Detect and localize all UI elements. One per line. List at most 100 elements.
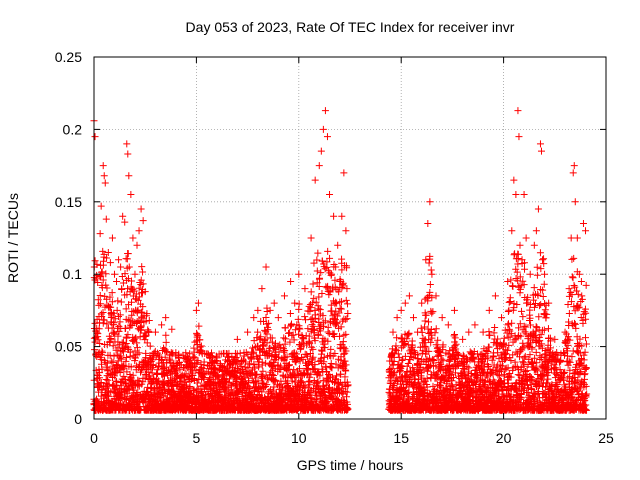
- noise-point: [168, 350, 176, 358]
- data-point: [117, 263, 125, 271]
- noise-point: [137, 276, 145, 284]
- data-point: [504, 277, 512, 285]
- noise-point: [196, 343, 204, 351]
- data-point: [115, 256, 123, 264]
- data-point: [129, 234, 137, 242]
- noise-point: [290, 366, 298, 374]
- noise-point: [118, 285, 126, 293]
- noise-point: [103, 254, 111, 262]
- data-point: [532, 227, 540, 235]
- noise-point: [193, 337, 201, 345]
- noise-point: [282, 335, 290, 343]
- noise-point: [96, 374, 104, 382]
- data-point: [307, 234, 315, 242]
- noise-point: [115, 327, 123, 335]
- noise-point: [99, 309, 107, 317]
- noise-point: [98, 365, 106, 373]
- data-point: [510, 176, 518, 184]
- noise-point: [392, 342, 400, 350]
- data-point: [570, 162, 578, 170]
- data-point: [565, 285, 573, 293]
- noise-point: [94, 336, 102, 344]
- data-point: [539, 256, 547, 264]
- data-point: [569, 169, 577, 177]
- noise-point: [164, 371, 172, 379]
- data-point: [108, 234, 116, 242]
- noise-point: [103, 320, 111, 328]
- noise-point: [114, 332, 122, 340]
- noise-point: [149, 362, 157, 370]
- noise-point: [109, 358, 117, 366]
- noise-point: [103, 359, 111, 367]
- scatter-points: [90, 107, 591, 414]
- data-point: [342, 227, 350, 235]
- data-point: [536, 140, 544, 148]
- data-point: [104, 248, 112, 256]
- data-point: [311, 176, 319, 184]
- data-point: [106, 259, 114, 267]
- noise-point: [99, 247, 107, 255]
- noise-point: [425, 259, 433, 267]
- noise-point: [315, 305, 323, 313]
- noise-point: [114, 297, 122, 305]
- data-point: [194, 299, 202, 307]
- noise-point: [115, 313, 123, 321]
- noise-point: [133, 318, 141, 326]
- noise-point: [107, 334, 115, 342]
- data-point: [571, 198, 579, 206]
- noise-point: [108, 298, 116, 306]
- noise-point: [139, 303, 147, 311]
- data-point: [127, 191, 135, 199]
- data-point: [338, 212, 346, 220]
- noise-point: [294, 315, 302, 323]
- noise-point: [94, 296, 102, 304]
- noise-point: [507, 276, 515, 284]
- noise-point: [336, 304, 344, 312]
- data-point: [471, 321, 479, 329]
- noise-point: [505, 298, 513, 306]
- noise-point: [98, 386, 106, 394]
- noise-point: [197, 342, 205, 350]
- noise-point: [425, 318, 433, 326]
- data-point: [491, 292, 499, 300]
- data-point: [567, 234, 575, 242]
- data-point: [516, 241, 524, 249]
- data-point: [573, 234, 581, 242]
- noise-point: [309, 280, 317, 288]
- noise-point: [123, 291, 131, 299]
- noise-point: [506, 294, 514, 302]
- noise-point: [417, 324, 425, 332]
- noise-point: [98, 268, 106, 276]
- data-point: [125, 172, 133, 180]
- data-point: [258, 285, 266, 293]
- data-point: [102, 215, 110, 223]
- noise-point: [97, 272, 105, 280]
- data-point: [530, 241, 538, 249]
- noise-point: [426, 281, 434, 289]
- noise-point: [108, 289, 116, 297]
- noise-point: [122, 305, 130, 313]
- noise-point: [131, 354, 139, 362]
- noise-point: [91, 346, 99, 354]
- data-point: [582, 227, 590, 235]
- data-point: [343, 285, 351, 293]
- noise-point: [117, 298, 125, 306]
- noise-point: [338, 255, 346, 263]
- noise-point: [102, 270, 110, 278]
- noise-point: [166, 358, 174, 366]
- data-point: [139, 217, 147, 225]
- noise-point: [429, 382, 437, 390]
- noise-point: [186, 350, 194, 358]
- noise-point: [100, 250, 108, 258]
- noise-point: [314, 249, 322, 257]
- noise-point: [132, 334, 140, 342]
- data-point: [192, 306, 200, 314]
- noise-point: [451, 331, 459, 339]
- data-point: [162, 314, 170, 322]
- data-point: [121, 218, 129, 226]
- noise-point: [271, 352, 279, 360]
- data-point: [233, 335, 241, 343]
- noise-point: [109, 342, 117, 350]
- noise-point: [124, 250, 132, 258]
- data-point: [151, 328, 159, 336]
